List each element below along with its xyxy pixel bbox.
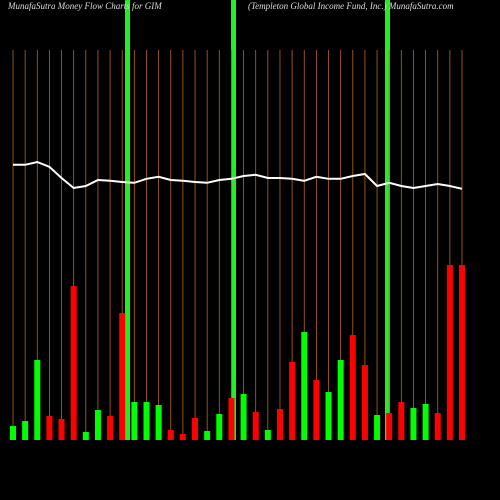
bar (398, 402, 405, 440)
bar (204, 431, 211, 440)
bar (361, 365, 368, 440)
bar (446, 265, 453, 440)
bar (34, 360, 41, 440)
bar (107, 416, 114, 440)
bar (313, 380, 320, 440)
highlight-column (231, 0, 236, 440)
bar (216, 414, 223, 440)
bar (459, 265, 465, 440)
bar (167, 430, 174, 440)
bar (386, 413, 393, 440)
bar (325, 392, 332, 440)
bar (337, 360, 344, 440)
bar (22, 421, 29, 440)
chart-title: MunafaSutra Money Flow Charts for GIM (7, 1, 162, 11)
bar (70, 286, 77, 440)
bar (422, 404, 429, 440)
bar (410, 408, 417, 440)
bar (94, 410, 101, 440)
bar (252, 412, 259, 440)
bar (228, 398, 235, 440)
bar (349, 335, 356, 440)
bar (179, 434, 186, 440)
bar (10, 426, 16, 440)
bar (131, 402, 138, 440)
bar (46, 416, 53, 440)
highlight-column (385, 0, 390, 440)
bar (301, 332, 308, 440)
money-flow-line (13, 160, 463, 190)
bar (276, 409, 283, 440)
bar (82, 432, 89, 440)
bar (434, 413, 441, 440)
bar (264, 430, 271, 440)
bar (155, 405, 162, 440)
bar (374, 415, 381, 440)
bar (143, 402, 150, 440)
bar (58, 419, 65, 440)
bar (289, 362, 296, 440)
bar (119, 313, 126, 440)
chart-subtitle: (Templeton Global Income Fund, Inc.) Mun… (248, 1, 454, 11)
bar (240, 394, 247, 440)
highlight-column (125, 0, 130, 440)
bar (192, 418, 199, 440)
